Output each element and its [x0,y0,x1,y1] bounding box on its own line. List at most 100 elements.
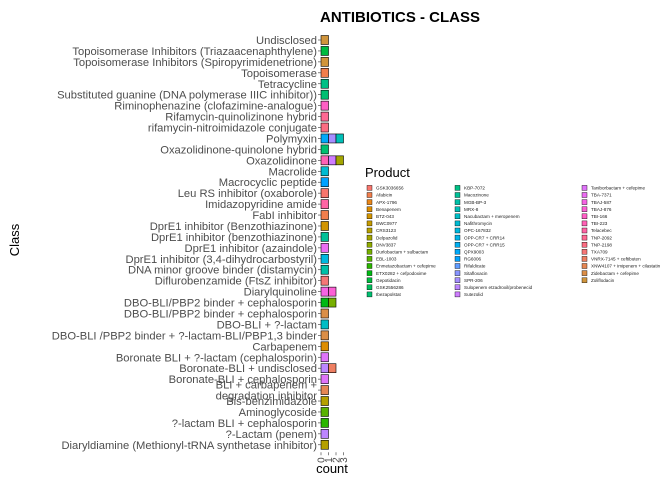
legend-label: Gepotidacin [376,278,401,283]
bar-segment [320,319,329,330]
legend-swatch [454,227,461,234]
bar-segment [320,188,329,198]
legend-item: Delpazolid [366,234,398,241]
legend-label: TNP-2198 [591,242,612,247]
legend-label: ETX0282 + cefpodoxime [376,271,427,276]
legend-label: DNV3837 [376,242,396,247]
legend-item: OPC-167832 [454,227,491,234]
legend-swatch [581,206,588,212]
bar-segment [320,396,329,406]
legend-label: BWC0977 [376,221,397,226]
legend-swatch [581,192,588,198]
category-label: Riminophenazine (clofazimine-analogue) [114,101,317,113]
legend-swatch [366,284,373,290]
legend-item: BWC0977 [366,220,397,226]
category-label: DprE1 inhibitor (azaindole) [185,243,318,255]
legend-swatch [366,234,373,241]
category-label: Boronate-BLI + cephalosporin [169,374,317,386]
legend-swatch [366,185,373,191]
legend-swatch [581,234,588,241]
bar-segment [320,166,329,177]
bar-segment [335,133,344,144]
legend-item: OPP-CR7 + CRR15 [454,241,505,248]
legend-item: BTZ-043 [366,213,394,220]
legend-label: Benapenem [376,207,401,212]
bar-segment [320,330,329,341]
legend-item: TBI-223 [581,220,608,227]
legend-label: Sutezolid [464,292,483,297]
legend-swatch [454,185,461,191]
bar-segment [320,286,329,297]
legend-item: TBA-7371 [581,192,612,198]
x-tick-label: 3 [339,457,350,463]
legend-swatch [581,263,588,269]
legend-swatch [454,220,461,227]
legend-swatch [454,291,461,298]
bar-segment [320,439,329,450]
legend-item: Afabicin [366,192,393,198]
legend-label: MRX-8 [464,207,479,212]
legend-item: OPP-CR7 + CRR14 [454,234,505,241]
category-label: Aminoglycoside [239,407,317,419]
legend-swatch [454,199,461,205]
legend-swatch [454,256,461,262]
category-label: DBO-BLI/PBP2 binder + cephalosporin [124,298,317,310]
legend-label: Nacubactam + meropenem [464,214,520,219]
legend-label: TXA709 [591,250,608,255]
legend-item: QPX9003 [454,249,484,255]
legend-item: Nafithromycin [454,220,493,227]
category-label: Macrocyclic peptide [219,177,317,189]
legend-item: Benapenem [366,206,401,212]
bar-segment [328,363,337,374]
bar-segment [320,297,329,308]
legend-label: XNW4107 + imipenem + cilastatin [591,264,661,269]
category-label: Imidazopyridine amide [205,199,317,211]
legend-item: Durlobactam + sulbactam [366,249,428,255]
legend-swatch [581,220,588,227]
legend-swatch [366,263,373,269]
bar-segment [320,199,329,209]
legend-swatch [581,249,588,255]
legend-item: APX-1796 [366,199,397,205]
legend-item: RG6006 [454,256,482,262]
legend-swatch [581,213,588,220]
legend-item: MRX-8 [454,206,479,212]
bar-segment [320,232,329,242]
legend-item: TXA709 [581,249,608,255]
bar-segment [328,286,337,297]
legend-label: QPX9003 [464,250,484,255]
legend-label: Macozinone [464,193,489,198]
legend-item: Telacebec [581,227,612,234]
legend-item: TBAJ-587 [581,199,612,205]
legend-swatch [366,291,373,298]
legend-label: KBP-7072 [464,186,485,191]
legend-label: Delpazolid [376,235,398,240]
bar-segment [320,210,329,220]
legend-item: KBP-7072 [454,185,485,191]
legend-swatch [454,206,461,212]
legend-swatch [581,270,588,276]
x-axis-title: count [316,461,348,476]
category-label: DBO-BLI/PBP2 binder + cephalosporin [124,309,317,321]
legend-label: OPP-CR7 + CRR15 [464,242,505,247]
legend-swatch [454,263,461,269]
legend-item: XNW4107 + imipenem + cilastatin [581,263,661,269]
bar-segment [320,429,329,439]
legend-swatch [454,241,461,248]
legend-swatch [581,256,588,262]
category-label: Polymyxin [266,133,317,145]
category-label: Diarylquinoline [244,287,317,299]
bar-segment [320,100,329,111]
legend-label: Sitafloxacin [464,271,488,276]
bar-segment [320,275,329,286]
bar-segment [328,133,337,144]
legend-label: MGB-BP-3 [464,200,487,205]
legend-swatch [581,185,588,191]
legend-item: Ibezapolstat [366,291,401,298]
legend-label: Enmetazobactam + cefepime [376,264,436,269]
bar-segment [320,46,329,56]
legend-swatch [454,234,461,241]
legend-label: BTZ-043 [376,214,394,219]
legend-swatch [454,249,461,255]
x-tick-label: 2 [332,457,343,463]
